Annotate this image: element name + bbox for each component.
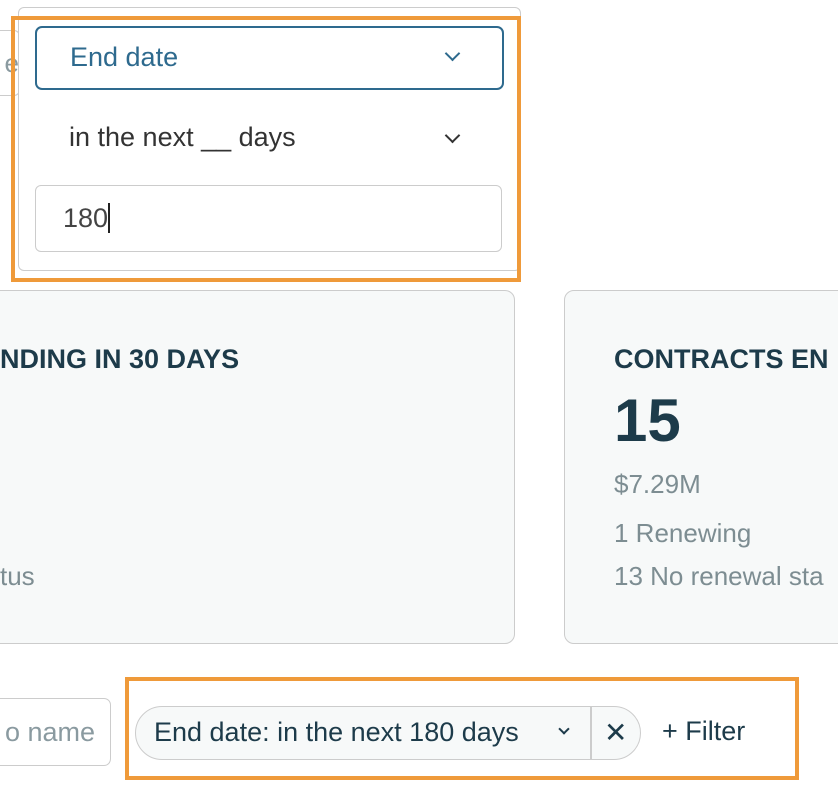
card-renewing: 1 Renewing xyxy=(614,518,752,548)
search-placeholder: o name xyxy=(5,717,96,747)
chip-divider xyxy=(590,707,592,759)
card-title: CONTRACTS EN xyxy=(614,344,829,374)
field-select-value: End date xyxy=(70,42,179,72)
card-no-renewal: 13 No renewal sta xyxy=(614,561,824,591)
close-icon[interactable]: ✕ xyxy=(604,717,628,748)
card-title: NDING IN 30 DAYS xyxy=(0,344,240,374)
operator-select[interactable]: in the next __ days xyxy=(35,105,502,171)
add-filter-button[interactable]: + Filter xyxy=(662,716,746,746)
field-select[interactable]: End date xyxy=(35,26,504,90)
card-line: tus xyxy=(0,561,35,591)
card-contracts-ending-30[interactable] xyxy=(0,290,515,644)
days-input[interactable]: 180 xyxy=(35,185,502,252)
days-input-value: 180 xyxy=(63,203,109,233)
text-caret xyxy=(108,203,110,233)
active-filter-chip[interactable]: End date: in the next 180 days ✕ xyxy=(135,706,641,760)
highlight-box xyxy=(11,16,521,282)
active-filter-label[interactable]: End date: in the next 180 days xyxy=(154,717,519,747)
card-amount: $7.29M xyxy=(614,469,701,499)
filter-editor-panel xyxy=(18,7,521,271)
highlight-box xyxy=(125,677,799,780)
operator-select-value: in the next __ days xyxy=(69,122,296,152)
card-contracts-ending[interactable] xyxy=(564,290,838,644)
card-count: 15 xyxy=(614,387,681,454)
search-input[interactable]: o name xyxy=(0,698,111,766)
